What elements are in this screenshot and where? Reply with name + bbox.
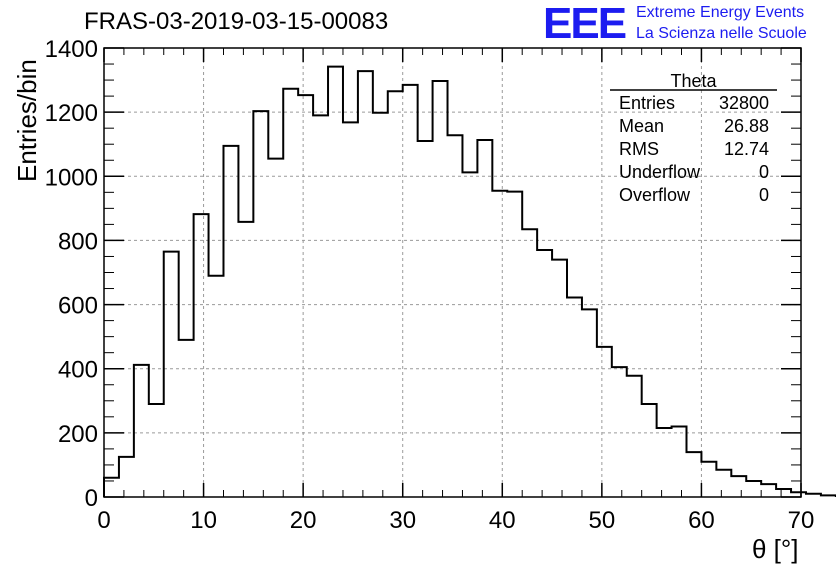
histogram-outline (103, 65, 836, 498)
histogram-bin (343, 122, 358, 497)
tick-labels: 0 10 20 30 40 50 60 70 0 200 400 600 800 1000 1200 1400 (45, 36, 815, 534)
histogram-bin (209, 276, 224, 497)
x-tick-label: 60 (688, 507, 715, 534)
histogram-bin (328, 67, 343, 497)
histogram-bin (746, 481, 761, 497)
x-tick-label: 0 (97, 507, 110, 534)
histogram-bin (522, 229, 537, 497)
x-tick-label: 50 (589, 507, 616, 534)
stats-row-value: 0 (758, 162, 769, 182)
histogram-bin (672, 426, 687, 497)
stats-row-key: Overflow (619, 185, 691, 205)
histogram-bin (149, 404, 164, 497)
histogram-bin (164, 252, 179, 497)
histogram-bin (716, 470, 731, 497)
histogram-bin (552, 260, 567, 497)
stats-row-key: Entries (619, 93, 676, 113)
x-tick-label: 30 (389, 507, 416, 534)
stats-row-value: 12.74 (723, 139, 769, 159)
histogram-bin (104, 478, 119, 497)
histogram-bin (403, 85, 418, 497)
y-tick-label: 800 (58, 228, 98, 255)
page-title: FRAS-03-2019-03-15-00083 (84, 8, 389, 35)
histogram-bin (597, 347, 612, 497)
stats-row-value: 0 (758, 185, 769, 205)
histogram-bin (268, 159, 283, 497)
x-tick-label: 10 (190, 507, 217, 534)
histogram-bin (433, 81, 448, 497)
histogram-bin (477, 140, 492, 497)
stats-row-key: RMS (619, 139, 659, 159)
logo-line-1: Extreme Energy Events (636, 4, 805, 21)
histogram-bin (776, 489, 791, 497)
axis-ticks (103, 47, 802, 498)
y-tick-label: 200 (58, 421, 98, 448)
histogram-bin (388, 91, 403, 497)
stats-row-key: Underflow (619, 162, 701, 182)
y-tick-label: 0 (85, 485, 98, 512)
stats-box-title: Theta (670, 71, 717, 91)
histogram-bin (627, 376, 642, 497)
histogram-bin (507, 192, 522, 497)
stats-row-value: 26.88 (723, 116, 769, 136)
y-tick-label: 600 (58, 293, 98, 320)
histogram-bin (537, 250, 552, 497)
histogram-bin (298, 95, 313, 497)
histogram-bin (642, 404, 657, 497)
histogram-bin (418, 141, 433, 497)
y-tick-label: 1200 (45, 100, 98, 127)
histogram-bin (119, 457, 134, 497)
histogram-bin (701, 462, 716, 497)
histogram-bin (358, 71, 373, 497)
y-axis-label: Entries/bin (12, 59, 42, 182)
y-tick-label: 1000 (45, 164, 98, 191)
x-tick-label: 40 (489, 507, 516, 534)
y-tick-label: 400 (58, 357, 98, 384)
histogram-bin (179, 340, 194, 497)
histogram-bin (567, 298, 582, 497)
histogram-bin (194, 214, 209, 497)
histogram-bin (731, 476, 746, 497)
histogram-bin (686, 452, 701, 497)
histogram-bin (373, 113, 388, 497)
histogram-bin (253, 111, 268, 497)
histogram-bin (582, 309, 597, 497)
histogram-bin (761, 484, 776, 497)
histogram-bin (223, 146, 238, 497)
histogram-bin (612, 367, 627, 497)
stats-row-value: 32800 (718, 93, 769, 113)
histogram-bin (492, 191, 507, 497)
histogram-bin (448, 135, 463, 497)
grid-lines (104, 48, 801, 497)
stats-row-key: Mean (619, 116, 665, 136)
logo-line-2: La Scienza nelle Scuole (636, 25, 807, 42)
histogram-bin (283, 89, 298, 497)
histogram-bin (657, 428, 672, 497)
histogram-bin (462, 172, 477, 497)
x-axis-label: θ [°] (752, 534, 799, 564)
y-tick-label: 1400 (45, 36, 98, 63)
histogram-bin (238, 222, 253, 497)
histogram-bin (134, 365, 149, 497)
histogram-bin (313, 115, 328, 497)
x-tick-label: 20 (290, 507, 317, 534)
eee-logo-mark: EEE (543, 0, 627, 48)
x-tick-label: 70 (788, 507, 815, 534)
